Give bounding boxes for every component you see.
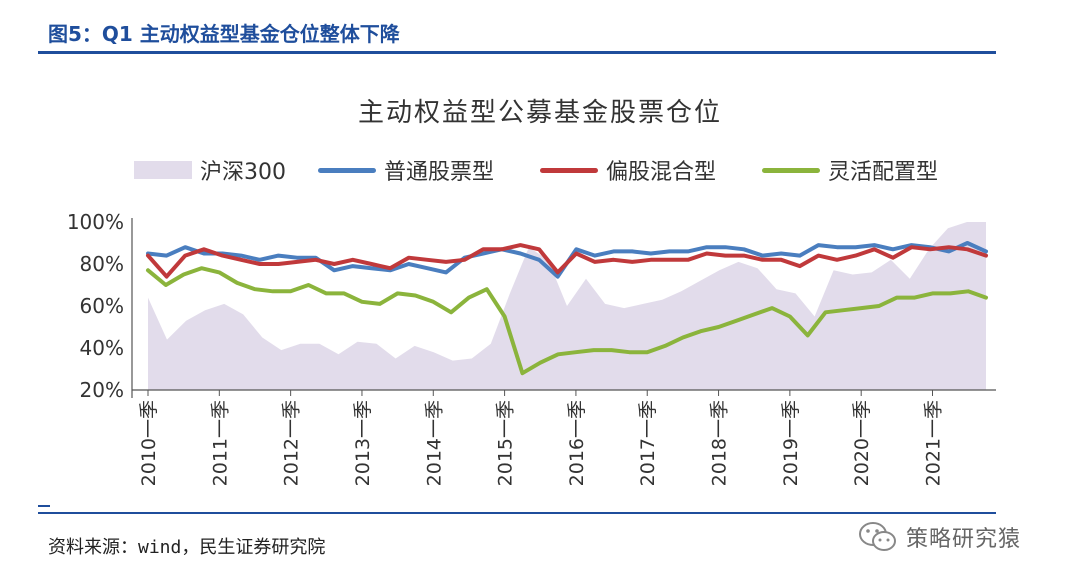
bottom-rule <box>38 512 996 514</box>
legend-label-common-stock: 普通股票型 <box>384 160 495 185</box>
legend-label-hybrid: 偏股混合型 <box>606 160 717 185</box>
legend-swatch-flexible <box>762 167 820 173</box>
x-tick-label: 2012一季 <box>281 400 303 486</box>
x-tick-label: 2017一季 <box>637 400 659 486</box>
x-tick-label: 2015一季 <box>495 400 517 486</box>
x-tick-label: 2021一季 <box>923 400 945 486</box>
top-rule <box>38 51 996 54</box>
x-tick-label: 2019一季 <box>780 400 802 486</box>
x-tick-label: 2016一季 <box>566 400 588 486</box>
y-tick-label: 60% <box>80 294 124 318</box>
y-tick-label: 80% <box>80 252 124 276</box>
legend-item-common-stock: 普通股票型 <box>318 150 494 190</box>
series-line-hybrid <box>146 243 988 279</box>
legend-swatch-hybrid <box>540 167 598 173</box>
y-tick-label: 100% <box>67 210 124 234</box>
wechat-icon <box>859 522 896 551</box>
legend-item-hs300: 沪深300 <box>134 150 286 190</box>
series-line-flexible <box>146 266 988 376</box>
x-tick-label: 2020一季 <box>851 400 873 486</box>
x-tick-label: 2011一季 <box>209 400 231 486</box>
legend-swatch-hs300 <box>134 161 192 179</box>
legend-label-hs300: 沪深300 <box>200 160 286 185</box>
figure-title: 图5：Q1 主动权益型基金仓位整体下降 <box>48 22 400 46</box>
series-line-common-stock <box>146 241 988 279</box>
series-area-hs300 <box>148 222 986 390</box>
watermark-text: 策略研究猿 <box>906 527 1022 552</box>
x-tick-label: 2018一季 <box>709 400 731 486</box>
legend-label-flexible: 灵活配置型 <box>828 160 939 185</box>
chart-title: 主动权益型公募基金股票仓位 <box>357 98 722 128</box>
x-tick-label: 2010一季 <box>138 400 160 486</box>
x-tick-label: 2014一季 <box>423 400 445 486</box>
legend-item-flexible: 灵活配置型 <box>762 150 938 190</box>
source-note: 资料来源：wind，民生证券研究院 <box>48 537 326 558</box>
bottom-rule-stub <box>38 505 50 507</box>
y-tick-label: 40% <box>80 336 124 360</box>
y-tick-label: 20% <box>80 378 124 402</box>
x-tick-label: 2013一季 <box>352 400 374 486</box>
legend-item-hybrid: 偏股混合型 <box>540 150 716 190</box>
watermark: 策略研究猿 <box>858 520 1021 554</box>
legend-swatch-common-stock <box>318 167 376 173</box>
